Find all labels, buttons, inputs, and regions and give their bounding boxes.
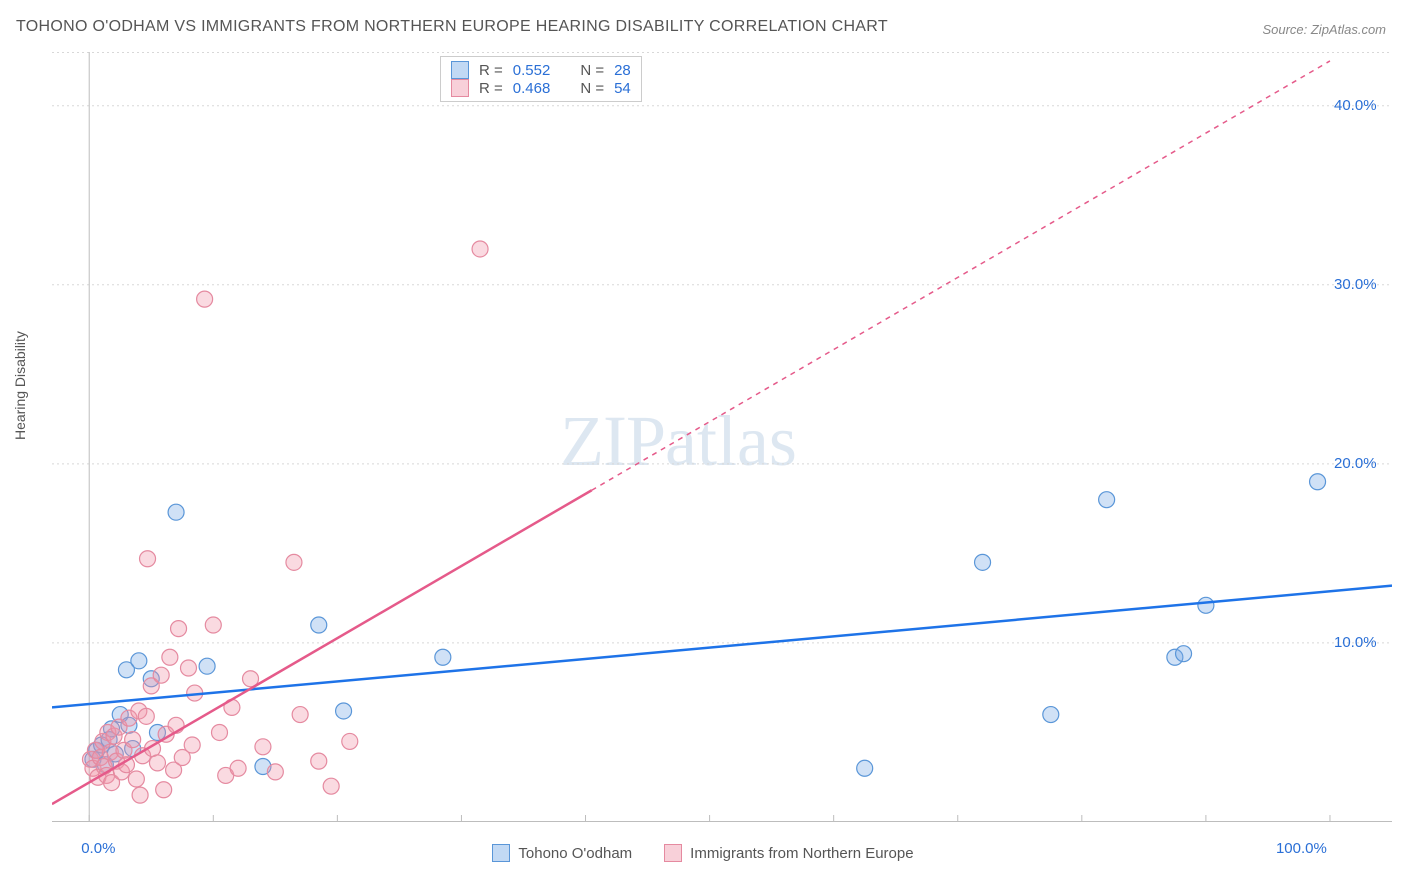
series-legend: Tohono O'odham Immigrants from Northern …	[0, 844, 1406, 862]
swatch-tohono	[451, 61, 469, 79]
y-tick-label: 10.0%	[1334, 634, 1377, 651]
legend-label-tohono: Tohono O'odham	[518, 845, 632, 862]
legend-row-tohono: R = 0.552 N = 28	[451, 61, 631, 79]
chart-title: TOHONO O'ODHAM VS IMMIGRANTS FROM NORTHE…	[16, 18, 888, 36]
y-tick-label: 30.0%	[1334, 276, 1377, 293]
x-tick-label: 100.0%	[1276, 840, 1327, 857]
swatch-immigrants-bottom	[664, 844, 682, 862]
y-tick-label: 40.0%	[1334, 97, 1377, 114]
stat-n-label-2: N =	[580, 80, 604, 97]
legend-item-immigrants: Immigrants from Northern Europe	[664, 844, 913, 862]
legend-row-immigrants: R = 0.468 N = 54	[451, 79, 631, 97]
x-tick-label: 0.0%	[81, 840, 115, 857]
source-label: Source: ZipAtlas.com	[1262, 22, 1386, 37]
legend-item-tohono: Tohono O'odham	[492, 844, 632, 862]
stat-r-value-tohono: 0.552	[513, 62, 551, 79]
stat-n-label: N =	[580, 62, 604, 79]
stat-n-value-tohono: 28	[614, 62, 631, 79]
stat-r-label-2: R =	[479, 80, 503, 97]
swatch-tohono-bottom	[492, 844, 510, 862]
y-tick-label: 20.0%	[1334, 455, 1377, 472]
stat-r-label: R =	[479, 62, 503, 79]
correlation-legend: R = 0.552 N = 28 R = 0.468 N = 54	[440, 56, 642, 102]
stat-n-value-immigrants: 54	[614, 80, 631, 97]
legend-label-immigrants: Immigrants from Northern Europe	[690, 845, 913, 862]
scatter-plot	[52, 52, 1392, 822]
swatch-immigrants	[451, 79, 469, 97]
y-axis-label: Hearing Disability	[12, 331, 28, 440]
stat-r-value-immigrants: 0.468	[513, 80, 551, 97]
